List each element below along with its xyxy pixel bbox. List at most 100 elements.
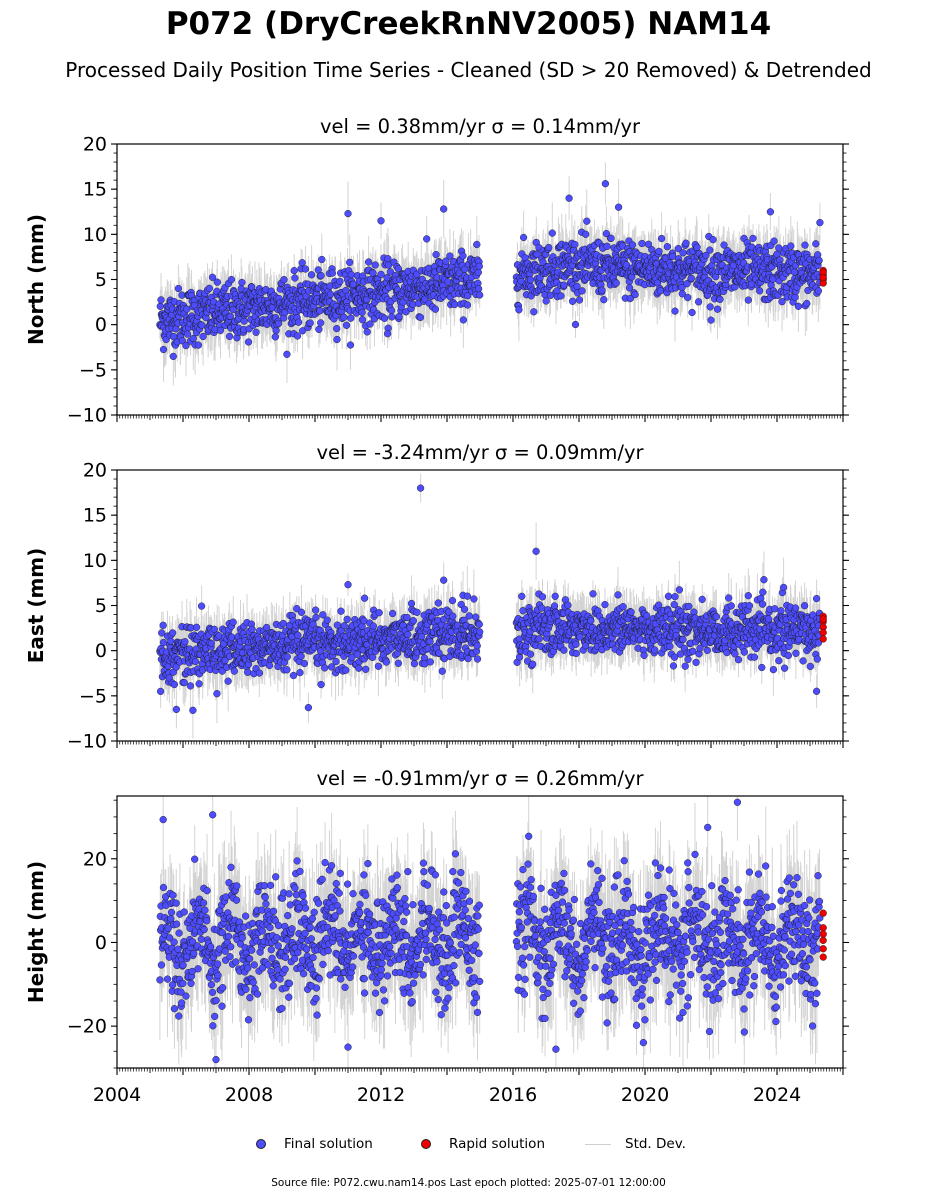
north-final-point [533, 250, 541, 258]
north-final-point [656, 287, 665, 295]
north-final-point [183, 305, 191, 313]
north-final-point [526, 276, 535, 284]
north-final-point [655, 247, 663, 256]
north-ytick-label: 0 [95, 314, 107, 336]
north-final-point [347, 314, 355, 322]
north-final-point [238, 278, 246, 287]
north-final-point [578, 287, 586, 295]
north-final-point [744, 296, 752, 304]
figure-title: P072 (DryCreekRnNV2005) NAM14 [165, 6, 772, 42]
north-final-point [358, 316, 367, 324]
north-final-point [371, 261, 379, 269]
north-ytick-label: 20 [83, 134, 107, 156]
north-final-point [571, 240, 579, 249]
north-rapid-points [819, 266, 827, 287]
panel-north: −10 −5 0 5 10 15 20 vel = 0.38mm/yr σ = 0.14mm/… [24, 115, 849, 427]
north-final-point [225, 332, 234, 341]
north-final-point [216, 326, 225, 335]
north-final-point [317, 271, 325, 280]
north-final-point [229, 305, 237, 314]
north-final-point [814, 287, 823, 295]
north-final-point [816, 218, 824, 227]
north-final-point [571, 320, 580, 329]
north-final-point [333, 324, 341, 333]
north-final-point [347, 271, 355, 279]
north-final-point [803, 299, 811, 308]
north-final-point [213, 278, 221, 286]
north-final-point [271, 333, 279, 341]
north-final-point [199, 332, 207, 341]
north-final-point [384, 255, 392, 263]
north-final-point [628, 241, 637, 249]
north-final-point [240, 317, 248, 325]
north-ytick-label: 10 [83, 224, 107, 246]
north-final-point [366, 320, 374, 328]
north-final-point [545, 243, 553, 252]
north-final-point [377, 217, 385, 225]
north-final-point [169, 352, 177, 361]
north-final-point [383, 330, 392, 338]
north-final-point [369, 269, 377, 277]
north-final-point [298, 327, 307, 335]
north-final-point [174, 284, 183, 293]
north-final-point [626, 294, 634, 303]
north-final-point [333, 335, 341, 344]
north-final-point [557, 292, 565, 300]
north-final-point [227, 275, 236, 284]
north-final-point [474, 285, 483, 293]
north-final-point [674, 244, 682, 253]
north-final-point [290, 266, 298, 275]
north-final-point [388, 313, 396, 321]
north-final-point [657, 234, 666, 243]
north-final-point [778, 298, 786, 306]
north-final-point [473, 240, 481, 249]
north-final-point [678, 290, 686, 298]
north-final-point [340, 313, 348, 321]
north-ytick-label: 15 [83, 179, 107, 201]
north-final-point [459, 316, 468, 324]
north-title: vel = 0.38mm/yr σ = 0.14mm/yr [320, 115, 641, 138]
north-final-point [194, 341, 203, 349]
north-final-point [364, 258, 373, 266]
north-final-point [432, 250, 440, 259]
north-final-point [463, 301, 472, 309]
north-final-point [440, 205, 448, 213]
north-final-point [749, 234, 757, 243]
north-final-point [293, 332, 302, 340]
north-final-point [687, 274, 695, 282]
north-final-point [575, 296, 584, 304]
north-final-point [306, 319, 314, 327]
north-final-point [801, 241, 809, 249]
north-final-point [402, 308, 410, 316]
north-final-point [663, 243, 672, 251]
north-final-point [178, 337, 187, 345]
north-final-point [157, 296, 165, 304]
north-final-point [755, 287, 764, 295]
north-final-points [156, 180, 824, 361]
north-final-point [344, 209, 352, 218]
north-final-point [317, 319, 325, 327]
east-stddev-bars [159, 473, 821, 739]
north-final-point [301, 265, 310, 273]
north-final-point [248, 283, 256, 291]
north-final-point [387, 306, 396, 315]
north-final-point [283, 350, 291, 358]
north-final-point [530, 308, 538, 316]
north-final-point [582, 230, 590, 238]
north-final-point [515, 306, 523, 314]
north-final-point [602, 229, 611, 238]
north-final-point [182, 341, 190, 350]
north-final-point [706, 246, 714, 254]
north-final-point [787, 242, 795, 250]
north-final-point [679, 249, 687, 257]
north-final-point [709, 236, 717, 244]
north-final-point [684, 293, 692, 302]
north-final-point [342, 321, 351, 329]
north-final-point [307, 271, 316, 279]
north-final-point [475, 262, 483, 270]
north-final-point [442, 257, 450, 265]
north-final-point [794, 302, 803, 310]
north-final-point [291, 274, 299, 282]
north-final-point [274, 319, 283, 328]
